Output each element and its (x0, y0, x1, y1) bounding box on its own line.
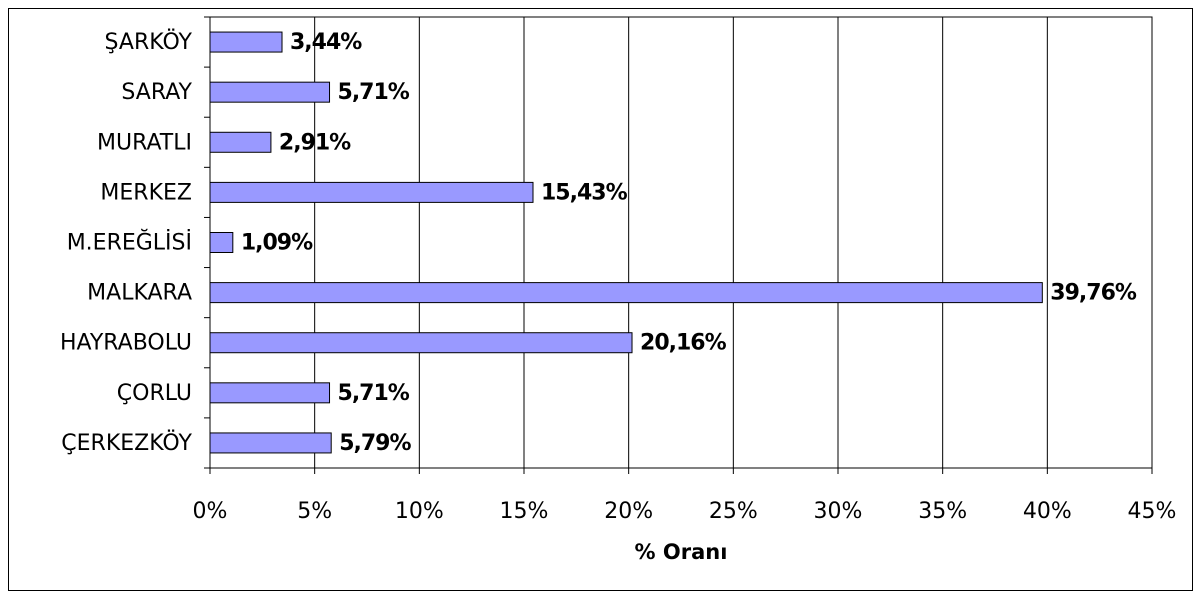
bar (209, 181, 534, 203)
y-tick-label: M.EREĞLİSİ (67, 230, 192, 256)
x-tick-label: 0% (193, 499, 228, 524)
y-tick-label: ÇERKEZKÖY (61, 430, 192, 456)
y-tick-label: SARAY (121, 80, 192, 105)
value-label: 5,71% (338, 80, 410, 105)
x-tick-label: 40% (1023, 499, 1072, 524)
bar (209, 282, 1043, 304)
y-tick-label: ÇORLU (117, 381, 192, 406)
y-tick-label: MERKEZ (100, 180, 192, 205)
x-tick-label: 5% (297, 499, 332, 524)
value-label: 5,79% (339, 431, 411, 456)
bar (209, 81, 331, 103)
bar (209, 332, 633, 354)
bar (209, 31, 283, 53)
bar (209, 232, 234, 253)
x-tick-label: 25% (709, 499, 758, 524)
bar (209, 382, 331, 404)
y-tick-label: MALKARA (87, 281, 192, 306)
y-tick-label: HAYRABOLU (60, 331, 192, 356)
y-tick-label: MURATLI (97, 130, 192, 155)
value-label: 1,09% (241, 231, 313, 256)
x-tick-label: 10% (395, 499, 444, 524)
value-label: 39,76% (1050, 281, 1137, 306)
chart-border (8, 8, 1193, 591)
value-label: 2,91% (279, 130, 351, 155)
value-label: 15,43% (541, 180, 628, 205)
y-tick-label: ŞARKÖY (105, 29, 193, 55)
value-label: 3,44% (290, 30, 362, 55)
value-label: 20,16% (640, 331, 727, 356)
x-axis-title: % Oranı (635, 540, 728, 564)
x-tick-label: 30% (814, 499, 863, 524)
x-tick-label: 20% (604, 499, 653, 524)
x-tick-label: 45% (1128, 499, 1177, 524)
x-tick-label: 35% (918, 499, 967, 524)
x-tick-label: 15% (500, 499, 549, 524)
bar (209, 131, 272, 153)
value-label: 5,71% (338, 381, 410, 406)
bar (209, 432, 332, 454)
